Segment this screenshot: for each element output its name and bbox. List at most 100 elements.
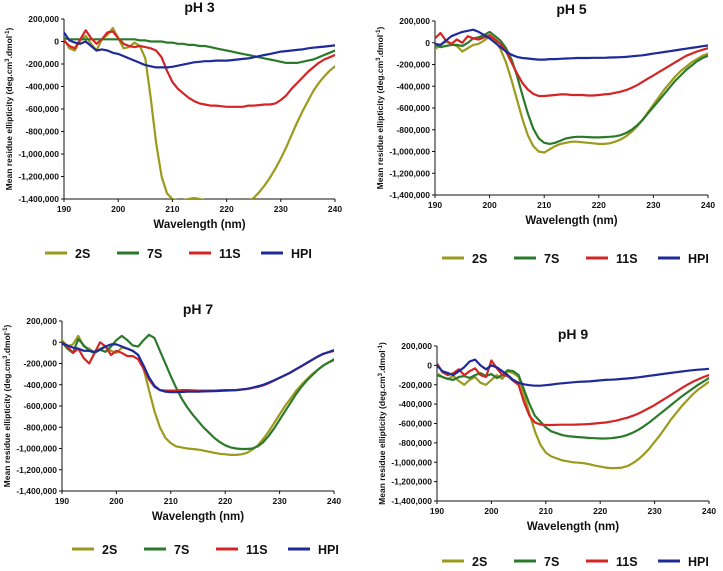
y-tick-label: -400,000 xyxy=(398,399,432,409)
y-axis-title: Mean residue ellipticity (deg.cm3.dmol-1… xyxy=(377,342,387,505)
legend-label-7s: 7S xyxy=(544,252,559,266)
series-line-2s xyxy=(435,35,708,154)
x-tick-label: 230 xyxy=(648,506,662,516)
y-tick-label: 200,000 xyxy=(28,14,59,24)
chart-title: pH 9 xyxy=(558,326,589,342)
y-tick-label: -200,000 xyxy=(396,60,430,70)
chart-panel-ph5: pH 5 200,000 0 -200,000 -400,000 -600,000 -800… xyxy=(370,0,720,285)
legend-label-7s: 7S xyxy=(544,555,559,569)
y-tick-label: 0 xyxy=(425,38,430,48)
x-tick-label: 240 xyxy=(702,506,716,516)
y-tick-label: -1,400,000 xyxy=(18,194,59,204)
x-axis-title: Wavelength (nm) xyxy=(152,511,244,523)
chart-title: pH 5 xyxy=(556,1,587,17)
y-tick-label: -600,000 xyxy=(396,103,430,113)
y-tick-label: -1,400,000 xyxy=(389,190,430,200)
series-line-7s xyxy=(64,37,335,64)
y-tick-label: -800,000 xyxy=(396,125,430,135)
chart-title: pH 7 xyxy=(183,301,214,317)
x-tick-label: 220 xyxy=(593,506,607,516)
legend-label-hpi: HPI xyxy=(318,543,339,557)
x-tick-label: 210 xyxy=(537,200,551,210)
chart-svg-ph3: pH 3 200,000 0 -200,000 -400,000 -600,000 -800… xyxy=(4,0,342,261)
y-tick-label: 0 xyxy=(427,360,432,370)
legend-label-2s: 2S xyxy=(472,555,487,569)
series-line-11s xyxy=(437,359,709,427)
legend-label-11s: 11S xyxy=(246,543,268,557)
x-tick-label: 240 xyxy=(328,204,342,214)
chart-svg-ph7: pH 7 200,000 0 -200,000 -400,000 -600,000 -800… xyxy=(2,301,341,557)
legend-label-11s: 11S xyxy=(616,252,638,266)
y-tick-label: 200,000 xyxy=(26,316,57,326)
y-tick-label: -200,000 xyxy=(25,59,59,69)
chart-title: pH 3 xyxy=(184,0,215,15)
y-tick-label: -1,200,000 xyxy=(389,168,430,178)
series-line-11s xyxy=(64,29,335,108)
x-tick-label: 210 xyxy=(165,204,179,214)
series-line-hpi xyxy=(64,31,335,69)
chart-svg-ph5: pH 5 200,000 0 -200,000 -400,000 -600,000 -800… xyxy=(375,1,715,266)
x-axis-title: Wavelength (nm) xyxy=(525,215,617,227)
y-tick-label: -400,000 xyxy=(23,380,57,390)
legend-label-2s: 2S xyxy=(75,247,90,261)
y-tick-label: -200,000 xyxy=(23,359,57,369)
x-axis-title: Wavelength (nm) xyxy=(153,219,245,231)
series-line-hpi xyxy=(437,358,709,387)
x-axis-title: Wavelength (nm) xyxy=(527,521,619,533)
x-tick-label: 240 xyxy=(327,496,341,506)
x-tick-label: 230 xyxy=(646,200,660,210)
legend-label-hpi: HPI xyxy=(291,247,312,261)
x-tick-label: 190 xyxy=(430,506,444,516)
series-line-11s xyxy=(62,341,334,392)
x-tick-label: 190 xyxy=(428,200,442,210)
y-tick-label: -1,200,000 xyxy=(391,477,432,487)
series-line-2s xyxy=(437,370,709,470)
series-line-11s xyxy=(435,31,708,98)
y-tick-label: -1,200,000 xyxy=(16,465,57,475)
chart-panel-ph3: pH 3 200,000 0 -200,000 -400,000 -600,000 -800… xyxy=(0,0,350,285)
x-tick-label: 230 xyxy=(274,204,288,214)
chart-svg-ph9: pH 9 200,000 0 -200,000 -400,000 -600,000 -800… xyxy=(377,326,716,569)
y-tick-label: -1,000,000 xyxy=(389,147,430,157)
legend-label-hpi: HPI xyxy=(688,252,709,266)
series-line-7s xyxy=(435,30,708,145)
series-line-2s xyxy=(62,334,334,456)
legend-label-2s: 2S xyxy=(102,543,117,557)
y-tick-label: -200,000 xyxy=(398,380,432,390)
x-tick-label: 190 xyxy=(55,496,69,506)
y-tick-label: -800,000 xyxy=(23,422,57,432)
y-tick-label: -1,400,000 xyxy=(16,486,57,496)
series-line-hpi xyxy=(435,28,708,61)
y-tick-label: -600,000 xyxy=(25,104,59,114)
chart-panel-ph9: pH 9 200,000 0 -200,000 -400,000 -600,000 -800… xyxy=(370,286,720,571)
legend-label-2s: 2S xyxy=(472,252,487,266)
x-tick-label: 200 xyxy=(484,506,498,516)
y-tick-label: -1,200,000 xyxy=(18,172,59,182)
x-tick-label: 220 xyxy=(592,200,606,210)
y-tick-label: 200,000 xyxy=(399,16,430,26)
x-tick-label: 190 xyxy=(57,204,71,214)
legend-label-hpi: HPI xyxy=(688,555,709,569)
x-tick-label: 210 xyxy=(164,496,178,506)
x-tick-label: 220 xyxy=(220,204,234,214)
y-tick-label: -400,000 xyxy=(25,82,59,92)
y-tick-label: -800,000 xyxy=(398,438,432,448)
y-axis-title: Mean residue ellipticity (deg.cm3.dmol-1… xyxy=(375,27,385,190)
y-tick-label: -400,000 xyxy=(396,81,430,91)
legend-label-7s: 7S xyxy=(147,247,162,261)
y-tick-label: -1,000,000 xyxy=(16,444,57,454)
y-tick-label: 0 xyxy=(54,37,59,47)
y-tick-label: -800,000 xyxy=(25,127,59,137)
x-tick-label: 210 xyxy=(539,506,553,516)
y-axis-title: Mean residue ellipticity (deg.cm3.dmol-1… xyxy=(2,325,12,488)
x-tick-label: 240 xyxy=(701,200,715,210)
x-tick-label: 200 xyxy=(483,200,497,210)
y-tick-label: -1,000,000 xyxy=(391,457,432,467)
y-tick-label: 0 xyxy=(52,337,57,347)
y-tick-label: 200,000 xyxy=(401,341,432,351)
y-axis-title: Mean residue ellipticity (deg.cm3.dmol-1… xyxy=(4,28,14,191)
series-line-hpi xyxy=(62,342,334,394)
y-tick-label: -600,000 xyxy=(398,419,432,429)
x-tick-label: 200 xyxy=(111,204,125,214)
legend-label-7s: 7S xyxy=(174,543,189,557)
